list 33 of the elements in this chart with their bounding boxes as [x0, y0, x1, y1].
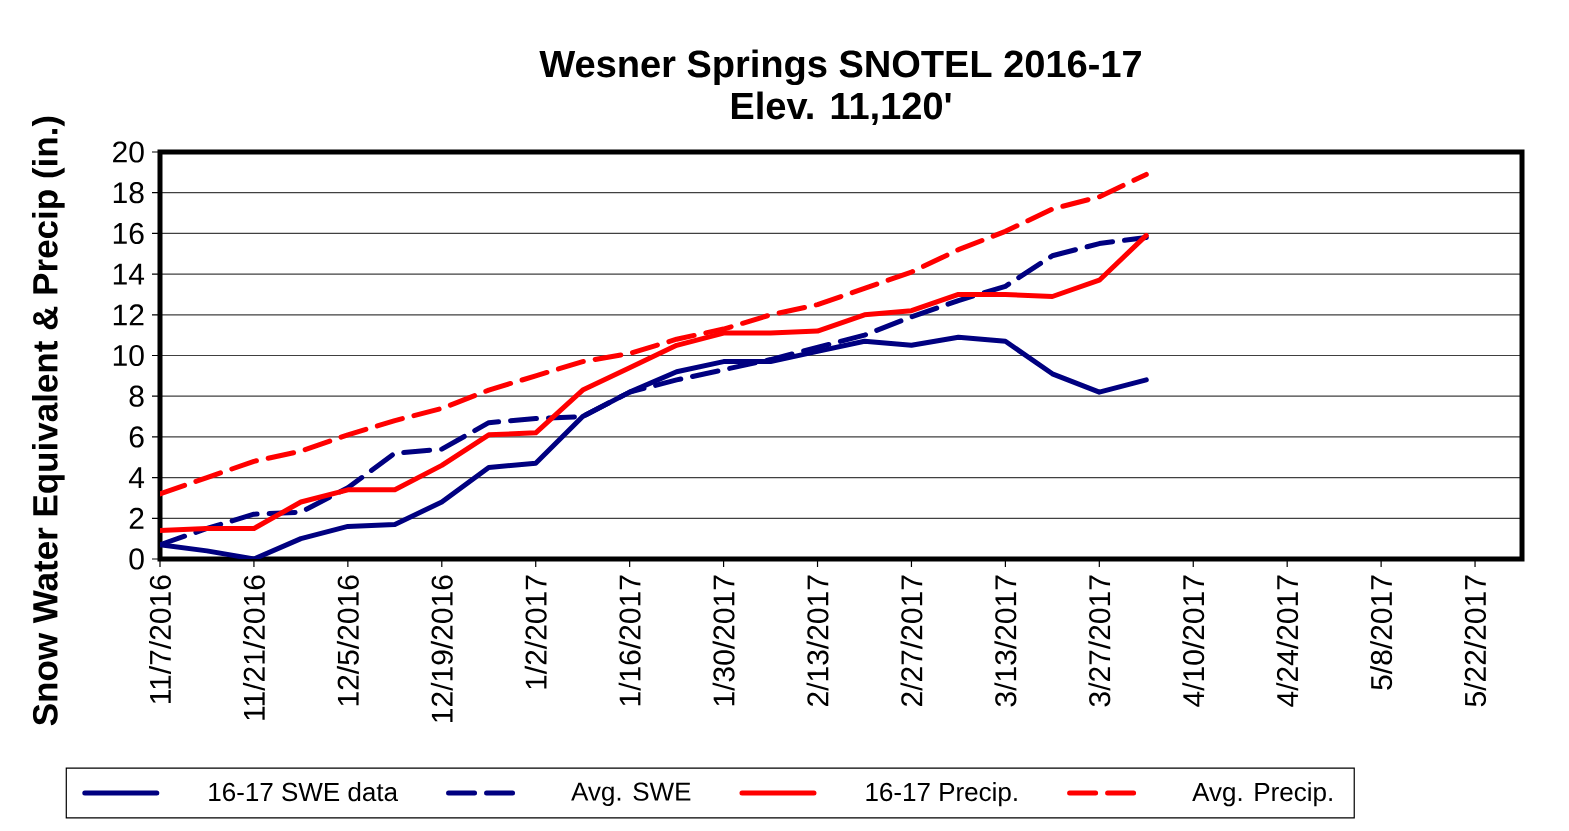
y-tick-label: 6: [129, 426, 144, 448]
x-tick-label: 1/30/2017: [712, 575, 735, 706]
x-tick-label: 5/8/2017: [1370, 575, 1393, 690]
x-tick-label: 12/5/2016: [336, 575, 359, 706]
y-tick-label: 16: [113, 222, 144, 245]
x-tick-label: 3/27/2017: [1088, 575, 1111, 707]
x-tick-label: 12/19/2016: [430, 575, 453, 722]
y-tick-label: 10: [113, 344, 144, 367]
y-axis-title: Snow Water Equivalent & Precip (in.): [31, 116, 65, 726]
x-tick-label: 11/7/2016: [148, 575, 172, 704]
y-tick-label: 2: [129, 507, 144, 529]
y-tick-label: 12: [113, 304, 144, 326]
x-tick-label: 2/27/2017: [900, 575, 923, 707]
y-tick-label: 14: [113, 263, 145, 285]
x-tick-label: 11/21/2016: [242, 575, 265, 720]
x-tick-label: 1/16/2017: [618, 575, 641, 706]
legend-label: 16-17 Precip.: [866, 782, 1017, 807]
legend-label: 16-17 SWE data: [209, 782, 399, 802]
y-tick-label: 20: [113, 141, 144, 163]
y-tick-label: 18: [113, 182, 144, 204]
x-tick-label: 2/13/2017: [806, 575, 829, 707]
y-tick-label: 4: [128, 467, 145, 488]
x-tick-label: 5/22/2017: [1464, 575, 1487, 707]
chart-subtitle: Elev. 11,120': [731, 91, 951, 125]
x-tick-label: 4/24/2017: [1276, 575, 1299, 707]
x-tick-label: 3/13/2017: [994, 575, 1017, 707]
legend-label: Avg. Precip.: [1192, 782, 1332, 807]
chart-title: Wesner Springs SNOTEL 2016-17: [539, 49, 1141, 86]
legend-label: Avg. SWE: [571, 782, 691, 806]
y-tick-label: 8: [129, 385, 144, 407]
x-tick-label: 1/2/2017: [524, 575, 547, 689]
x-tick-label: 4/10/2017: [1182, 575, 1205, 707]
y-tick-label: 0: [129, 548, 144, 570]
